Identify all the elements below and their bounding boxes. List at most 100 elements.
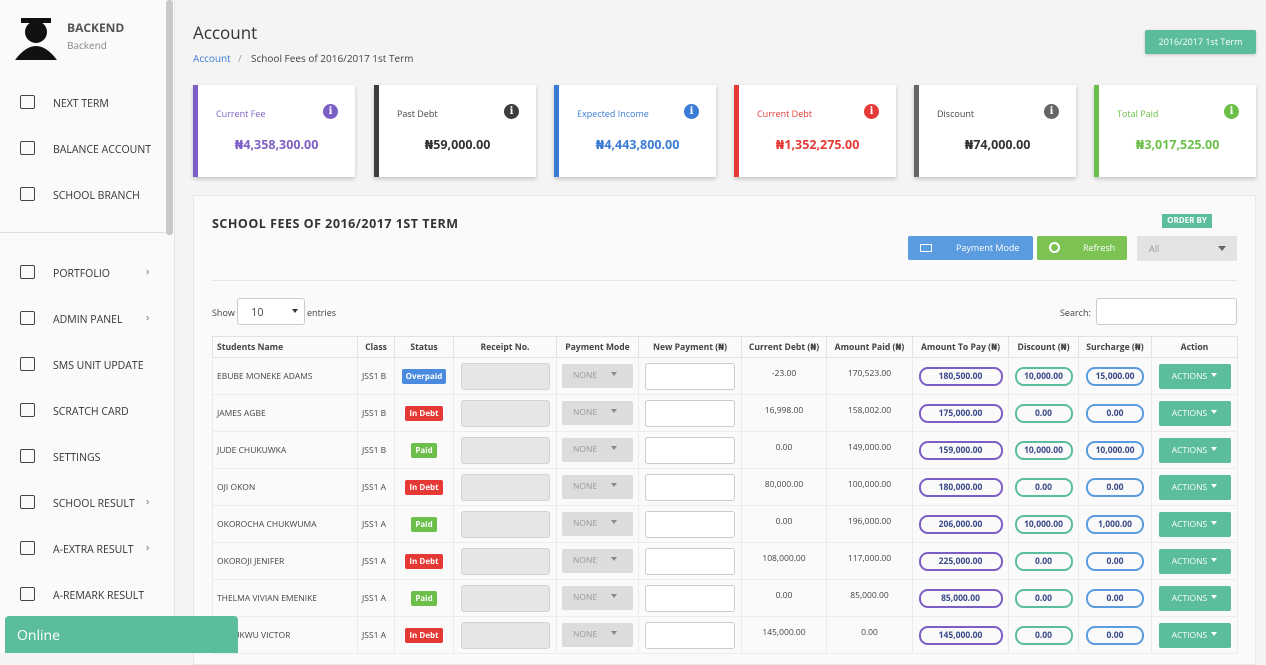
status-badge: In Debt bbox=[405, 553, 443, 569]
new-payment-input[interactable] bbox=[645, 547, 735, 575]
status-cell: In Debt bbox=[394, 394, 454, 432]
menu-item[interactable]: ADMIN PANEL › bbox=[0, 304, 165, 334]
actions-button[interactable]: ACTIONS bbox=[1158, 511, 1231, 537]
menu-item[interactable]: PORTFOLIO › bbox=[0, 258, 165, 288]
page-size-caret bbox=[292, 309, 298, 316]
table-row: JAMES AGBE JSS1 B In Debt NONE 16,998.00 158,… bbox=[212, 394, 1238, 432]
current-debt: 80,000.00 bbox=[741, 468, 827, 506]
actions-button[interactable]: ACTIONS bbox=[1158, 437, 1231, 463]
receipt-cell bbox=[453, 616, 557, 654]
new-payment-input[interactable] bbox=[645, 473, 735, 501]
actions-button[interactable]: ACTIONS bbox=[1158, 474, 1231, 500]
class: JSS1 A bbox=[357, 505, 395, 543]
discount-pill: 0.00 bbox=[1014, 588, 1073, 608]
receipt-input[interactable] bbox=[460, 399, 550, 427]
payment-mode-cell: NONE bbox=[556, 616, 639, 654]
payment-mode-select[interactable]: NONE bbox=[562, 623, 633, 647]
column-header[interactable]: Current Debt (₦) bbox=[741, 336, 827, 358]
actions-button[interactable]: ACTIONS bbox=[1158, 400, 1231, 426]
status-badge: In Debt bbox=[405, 405, 443, 421]
student-name: OKOROCHA CHUKWUMA bbox=[212, 505, 358, 543]
column-header[interactable]: New Payment (₦) bbox=[638, 336, 742, 358]
actions-text: ACTIONS bbox=[1171, 370, 1208, 382]
payment-mode-select[interactable]: NONE bbox=[562, 586, 633, 610]
term-button[interactable]: 2016/2017 1st Term bbox=[1145, 30, 1256, 54]
receipt-input[interactable] bbox=[460, 362, 550, 390]
receipt-input[interactable] bbox=[460, 621, 550, 649]
card-value: ₦4,358,300.00 bbox=[234, 136, 319, 153]
breadcrumb-link[interactable]: Account bbox=[193, 51, 231, 65]
actions-caret bbox=[1211, 409, 1218, 417]
payment-mode-select[interactable]: NONE bbox=[562, 438, 633, 462]
menu-item[interactable]: SCHOOL RESULT › bbox=[0, 488, 165, 518]
menu-item[interactable]: A-REMARK RESULT bbox=[0, 580, 165, 610]
discount-cell: 0.00 bbox=[1008, 616, 1079, 654]
receipt-input[interactable] bbox=[460, 510, 550, 538]
online-status[interactable]: Online bbox=[5, 616, 238, 653]
column-header[interactable]: Class bbox=[357, 336, 395, 358]
payment-mode-select[interactable]: NONE bbox=[562, 364, 633, 388]
payment-mode-cell: NONE bbox=[556, 542, 639, 580]
actions-button[interactable]: ACTIONS bbox=[1158, 363, 1231, 389]
column-header[interactable]: Students Name bbox=[212, 336, 358, 358]
column-header[interactable]: Amount Paid (₦) bbox=[826, 336, 913, 358]
brand[interactable]: BACKEND bbox=[67, 19, 125, 36]
new-payment-input[interactable] bbox=[645, 621, 735, 649]
column-header[interactable]: Discount (₦) bbox=[1008, 336, 1079, 358]
payment-mode-text: NONE bbox=[573, 444, 598, 455]
new-payment-cell bbox=[638, 542, 742, 580]
receipt-input[interactable] bbox=[460, 584, 550, 612]
actions-button[interactable]: ACTIONS bbox=[1158, 548, 1231, 574]
column-header[interactable]: Receipt No. bbox=[453, 336, 557, 358]
receipt-input[interactable] bbox=[460, 436, 550, 464]
discount-cell: 0.00 bbox=[1008, 394, 1079, 432]
menu-item[interactable]: SCRATCH CARD bbox=[0, 396, 165, 426]
column-header[interactable]: Payment Mode bbox=[556, 336, 639, 358]
menu-label: SMS UNIT UPDATE bbox=[53, 359, 144, 373]
menu-item[interactable]: SETTINGS bbox=[0, 442, 165, 472]
status-cell: Paid bbox=[394, 579, 454, 617]
scrollbar[interactable] bbox=[166, 0, 173, 235]
menu-item[interactable]: SMS UNIT UPDATE bbox=[0, 350, 165, 380]
new-payment-input[interactable] bbox=[645, 584, 735, 612]
payment-mode-select[interactable]: NONE bbox=[562, 475, 633, 499]
menu-item[interactable]: NEXT TERM bbox=[0, 88, 165, 118]
select-caret bbox=[611, 446, 618, 453]
new-payment-input[interactable] bbox=[645, 362, 735, 390]
actions-caret bbox=[1211, 557, 1218, 565]
new-payment-input[interactable] bbox=[645, 510, 735, 538]
search-input[interactable] bbox=[1096, 298, 1237, 325]
column-header[interactable]: Amount To Pay (₦) bbox=[912, 336, 1009, 358]
payment-mode-text: NONE bbox=[573, 629, 598, 640]
receipt-input[interactable] bbox=[460, 473, 550, 501]
table-row: JUDE CHUKUWKA JSS1 B Paid NONE 0.00 149,000.0… bbox=[212, 431, 1238, 469]
discount-cell: 0.00 bbox=[1008, 579, 1079, 617]
refresh-button[interactable]: Refresh bbox=[1037, 236, 1127, 260]
new-payment-cell bbox=[638, 357, 742, 395]
payment-mode-cell: NONE bbox=[556, 357, 639, 395]
menu-item[interactable]: BALANCE ACCOUNT bbox=[0, 134, 165, 164]
payment-mode-text: NONE bbox=[573, 370, 598, 381]
discount-pill: 10,000.00 bbox=[1014, 440, 1073, 460]
actions-button[interactable]: ACTIONS bbox=[1158, 585, 1231, 611]
amount-to-pay-cell: 145,000.00 bbox=[912, 616, 1009, 654]
payment-mode-cell: NONE bbox=[556, 579, 639, 617]
page-title: Account bbox=[193, 21, 258, 44]
table-row: OKOROCHA CHUKWUMA JSS1 A Paid NONE 0.00 196,0… bbox=[212, 505, 1238, 543]
receipt-input[interactable] bbox=[460, 547, 550, 575]
actions-button[interactable]: ACTIONS bbox=[1158, 622, 1231, 648]
payment-mode-select[interactable]: NONE bbox=[562, 549, 633, 573]
refresh-icon bbox=[1049, 242, 1060, 253]
new-payment-input[interactable] bbox=[645, 399, 735, 427]
breadcrumb-current: School Fees of 2016/2017 1st Term bbox=[251, 51, 414, 65]
column-header[interactable]: Status bbox=[394, 336, 454, 358]
menu-item[interactable]: A-EXTRA RESULT › bbox=[0, 534, 165, 564]
column-header[interactable]: Surcharge (₦) bbox=[1078, 336, 1152, 358]
new-payment-input[interactable] bbox=[645, 436, 735, 464]
payment-mode-select[interactable]: NONE bbox=[562, 401, 633, 425]
payment-mode-select[interactable]: NONE bbox=[562, 512, 633, 536]
payment-mode-button[interactable]: Payment Mode bbox=[908, 236, 1033, 260]
menu-item[interactable]: SCHOOL BRANCH bbox=[0, 180, 165, 210]
new-payment-cell bbox=[638, 616, 742, 654]
amount-paid: 85,000.00 bbox=[826, 579, 913, 617]
